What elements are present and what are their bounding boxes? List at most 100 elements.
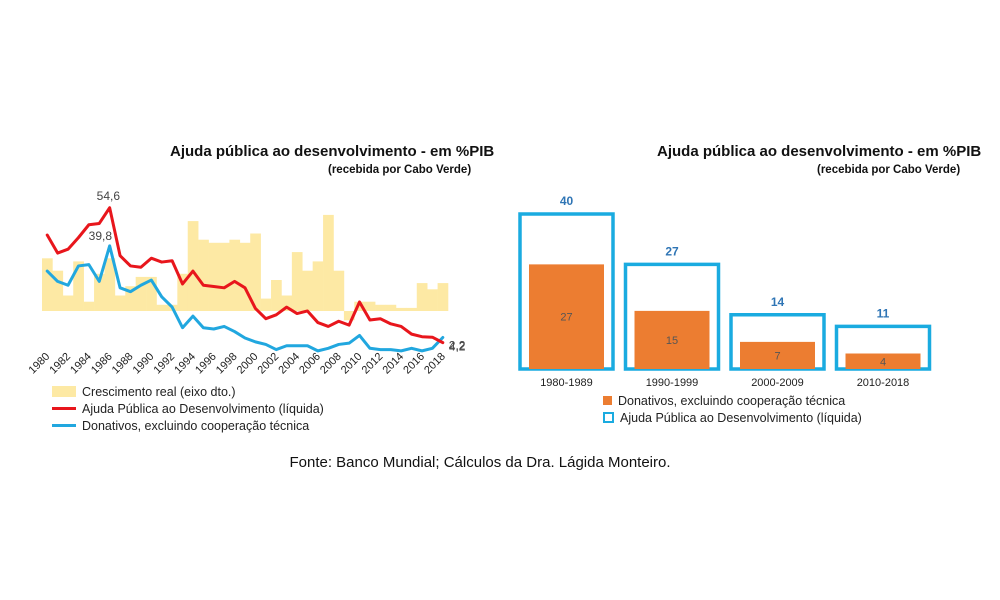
right-chart-subtitle: (recebida por Cabo Verde) xyxy=(817,164,961,176)
growth-bar xyxy=(52,270,64,311)
donativos-bar xyxy=(845,353,921,369)
growth-bar xyxy=(104,258,116,311)
growth-bar xyxy=(260,298,272,311)
x-tick-label: 1994 xyxy=(172,351,198,377)
annotation-label: 54,6 xyxy=(97,189,121,203)
legend-label-growth: Crescimento real (eixo dto.) xyxy=(82,384,236,399)
right-legend: Donativos, excluindo cooperação técnica … xyxy=(603,392,862,426)
x-tick-label: 1982 xyxy=(47,351,73,377)
apd-value-label: 40 xyxy=(560,194,574,208)
legend-swatch-apd-bar xyxy=(603,412,614,423)
x-tick-label: 1984 xyxy=(68,351,94,377)
growth-bar xyxy=(135,276,147,311)
legend-swatch-donativos xyxy=(52,424,76,427)
growth-bar xyxy=(416,283,428,311)
growth-bar xyxy=(198,239,209,311)
growth-bar xyxy=(375,304,386,311)
category-label: 1980-1989 xyxy=(540,377,593,389)
legend-swatch-growth xyxy=(52,386,76,397)
legend-label-apd: Ajuda Pública ao Desenvolvimento (líquid… xyxy=(82,401,324,416)
x-tick-label: 2012 xyxy=(360,351,386,377)
growth-bar xyxy=(312,261,324,311)
left-chart-title: Ajuda pública ao desenvolvimento - em %P… xyxy=(170,143,495,160)
x-tick-label: 2016 xyxy=(401,351,427,377)
donativos-value-label: 4 xyxy=(880,356,886,368)
growth-bar xyxy=(281,295,293,311)
x-tick-label: 2004 xyxy=(276,351,302,377)
apd-value-label: 14 xyxy=(771,295,785,309)
donativos-value-label: 27 xyxy=(560,312,572,324)
category-label: 2000-2009 xyxy=(751,377,804,389)
growth-bar xyxy=(271,280,282,311)
x-tick-label: 2014 xyxy=(380,351,406,377)
x-tick-label: 2000 xyxy=(235,351,261,377)
x-tick-label: 1988 xyxy=(110,351,136,377)
growth-bar xyxy=(437,283,449,311)
growth-bar xyxy=(218,242,230,311)
legend-label-donativos-bar: Donativos, excluindo cooperação técnica xyxy=(618,393,846,408)
growth-bar xyxy=(73,261,84,311)
growth-bar xyxy=(42,258,53,311)
growth-bar xyxy=(114,295,126,311)
x-tick-label: 1980 xyxy=(27,351,53,377)
right-chart-title: Ajuda pública ao desenvolvimento - em %P… xyxy=(657,143,982,160)
growth-bar xyxy=(62,295,74,311)
legend-item-growth: Crescimento real (eixo dto.) xyxy=(52,383,324,400)
x-tick-label: 1996 xyxy=(193,351,219,377)
category-label: 2010-2018 xyxy=(857,377,910,389)
donativos-line xyxy=(45,244,445,353)
growth-bar xyxy=(354,301,366,311)
x-tick-label: 1986 xyxy=(89,351,115,377)
apd-value-label: 27 xyxy=(665,244,679,258)
growth-bar xyxy=(187,221,199,311)
legend-label-apd-bar: Ajuda Pública ao Desenvolvimento (líquid… xyxy=(620,410,862,425)
growth-bar xyxy=(406,307,418,311)
x-tick-label: 2008 xyxy=(318,351,344,377)
x-tick-label: 1998 xyxy=(214,351,240,377)
x-tick-label: 1992 xyxy=(151,351,177,377)
growth-bar xyxy=(208,242,220,311)
apd-line xyxy=(45,206,445,345)
left-legend: Crescimento real (eixo dto.) Ajuda Públi… xyxy=(52,383,324,434)
growth-bar xyxy=(177,273,189,311)
growth-bar xyxy=(333,270,345,311)
growth-bar xyxy=(125,286,136,311)
x-tick-label: 2006 xyxy=(297,351,323,377)
annotation-label: 39,8 xyxy=(89,229,113,243)
annotation-label: 4,2 xyxy=(449,340,466,354)
legend-item-apd: Ajuda Pública ao Desenvolvimento (líquid… xyxy=(52,400,324,417)
legend-item-apd-bar: Ajuda Pública ao Desenvolvimento (líquid… xyxy=(603,409,862,426)
growth-bar xyxy=(156,304,168,311)
growth-bar xyxy=(343,311,355,321)
growth-bar xyxy=(83,301,95,311)
growth-bar xyxy=(427,289,438,311)
growth-bar xyxy=(364,301,376,311)
growth-bar xyxy=(146,276,157,311)
growth-bar xyxy=(395,307,407,311)
donativos-value-label: 15 xyxy=(666,335,678,347)
legend-item-donativos: Donativos, excluindo cooperação técnica xyxy=(52,417,324,434)
x-tick-label: 2002 xyxy=(256,351,282,377)
growth-bar xyxy=(250,233,261,311)
growth-bar xyxy=(229,239,241,311)
legend-swatch-apd xyxy=(52,407,76,410)
x-tick-label: 2010 xyxy=(339,351,365,377)
growth-bar xyxy=(323,214,334,311)
growth-bar xyxy=(385,304,397,311)
donativos-bar xyxy=(740,341,815,370)
growth-bar xyxy=(302,270,313,311)
donativos-value-label: 7 xyxy=(774,350,780,362)
apd-outline-bar xyxy=(834,324,932,371)
left-chart-subtitle: (recebida por Cabo Verde) xyxy=(328,164,472,176)
growth-bar xyxy=(239,242,251,311)
x-tick-label: 1990 xyxy=(131,351,157,377)
annotation-label: 2,2 xyxy=(449,338,466,352)
legend-item-donativos-bar: Donativos, excluindo cooperação técnica xyxy=(603,392,862,409)
donativos-bar xyxy=(634,310,710,370)
source-note: Fonte: Banco Mundial; Cálculos da Dra. L… xyxy=(289,454,671,471)
growth-bar xyxy=(291,252,303,311)
donativos-bar xyxy=(529,264,604,370)
legend-label-donativos: Donativos, excluindo cooperação técnica xyxy=(82,418,310,433)
legend-swatch-donativos-bar xyxy=(603,396,612,405)
